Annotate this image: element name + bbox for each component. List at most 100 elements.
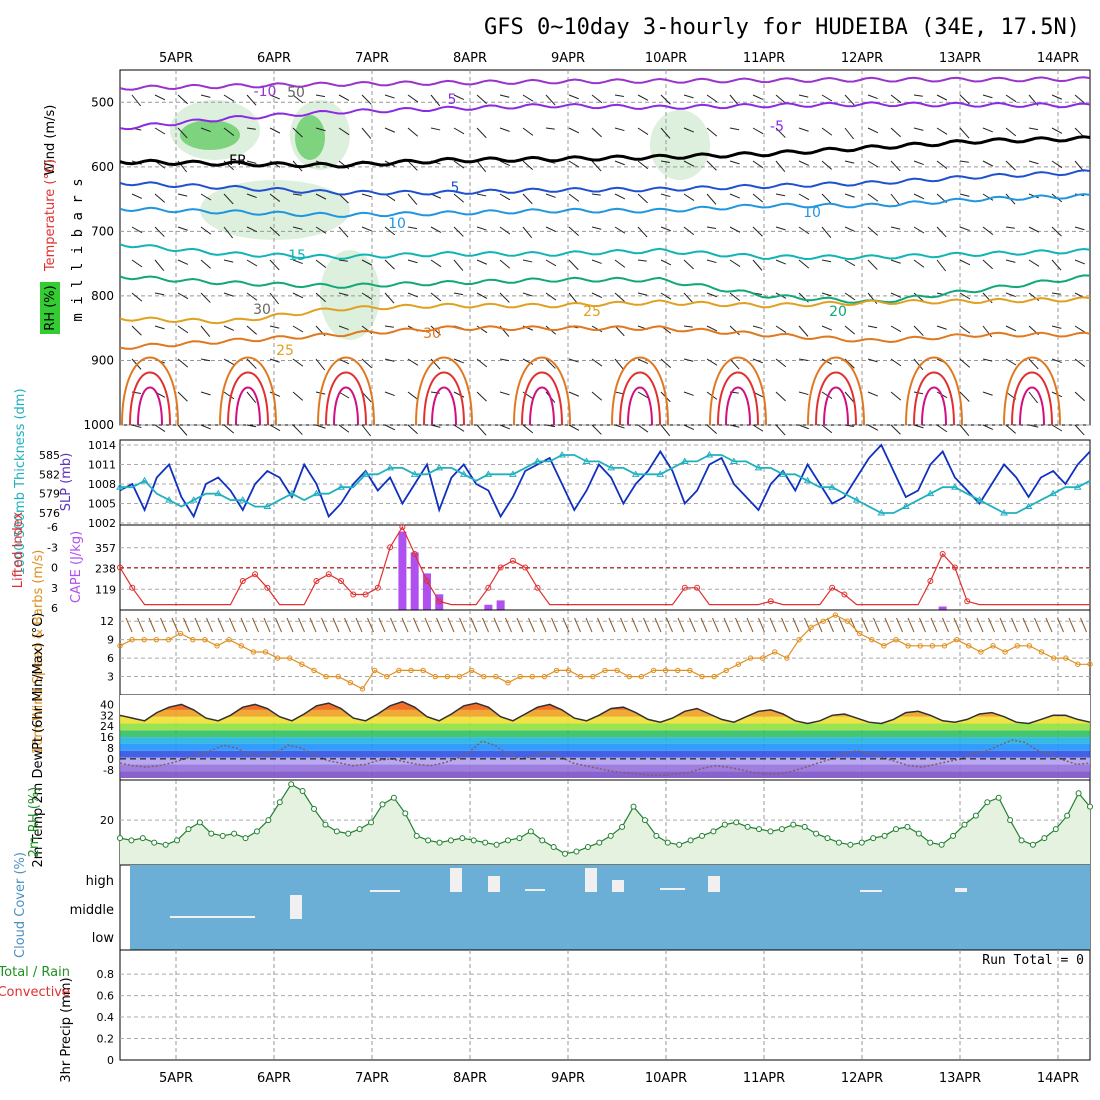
wind-barb [131, 94, 142, 107]
wind-barb [453, 193, 465, 203]
wind-barb [407, 391, 419, 400]
wind-barb [706, 259, 717, 264]
rh-marker [721, 821, 728, 828]
wind-barb [729, 193, 741, 199]
wind-barb [476, 424, 487, 436]
wind-barb [890, 292, 902, 298]
cape-bar [496, 600, 505, 610]
cloud-bar [450, 868, 462, 892]
wind-marker [747, 655, 754, 661]
wind-barb-10m [838, 617, 846, 633]
wind-barb [384, 424, 396, 431]
wind-barb [407, 193, 418, 205]
cloud-bar [525, 889, 545, 891]
wind-barb-10m [493, 617, 501, 633]
wind-barb [936, 127, 948, 135]
wind-barb-10m [781, 617, 788, 633]
wind-barb [476, 358, 488, 368]
wind-barb [637, 259, 647, 262]
contour-label: 50 [287, 85, 305, 101]
wind-barb [660, 193, 671, 198]
wind-barb [936, 94, 948, 101]
thickness-marker [361, 470, 370, 477]
wind-barb [453, 259, 464, 271]
rh-marker [835, 839, 842, 846]
wind-barb-10m [539, 617, 547, 633]
diurnal-contour [529, 386, 555, 426]
wind-barb [683, 193, 695, 201]
wind-barb [959, 358, 971, 368]
wind-marker [796, 636, 802, 643]
wind-barb-10m [700, 617, 708, 633]
temp-band [120, 757, 1090, 765]
rh-marker [493, 841, 500, 848]
wind-marker [966, 643, 972, 649]
contour-label: 25 [276, 343, 294, 359]
wind-barb [821, 391, 833, 399]
wind-10m-panel [119, 609, 1091, 696]
wind-barb [292, 292, 304, 299]
date-label-top: 8APR [453, 51, 487, 66]
wind-marker [844, 618, 851, 624]
wind-barb [637, 127, 649, 135]
wind-marker [699, 673, 705, 680]
wind-barb-10m [735, 617, 742, 633]
wind-marker [1026, 643, 1033, 649]
rh-marker [550, 844, 557, 851]
wind-barb [591, 193, 601, 196]
thickness-marker [263, 502, 272, 510]
wind-marker [650, 667, 657, 674]
thickness-marker [779, 470, 787, 477]
wind-barb [982, 292, 993, 304]
wind-barb [269, 259, 280, 271]
wind-barb [476, 127, 487, 139]
li-marker [767, 598, 774, 605]
wind-barb [798, 325, 809, 337]
wind-barb [1074, 325, 1086, 333]
wind-marker [590, 673, 596, 680]
wind-barb [315, 94, 326, 98]
wind-marker [1014, 643, 1020, 649]
li-marker [325, 571, 332, 578]
wind-marker [978, 649, 984, 655]
wind-barb-10m [643, 617, 650, 633]
wind-barb [706, 94, 718, 103]
rh-marker [641, 817, 648, 824]
wind-barb [752, 424, 764, 432]
wind-barb [568, 292, 579, 305]
wind-barb [223, 127, 235, 136]
temp-band [120, 709, 1090, 717]
isotherm-5 [119, 169, 1091, 196]
thickness-marker [852, 496, 861, 503]
wind-barb-10m [677, 617, 685, 633]
diurnal-contour [823, 386, 849, 426]
contour-label: FR [229, 153, 247, 169]
rh-marker [870, 835, 877, 842]
wind-barb-10m [861, 617, 869, 633]
wind-barb [522, 160, 533, 170]
wind-barb [545, 94, 556, 106]
thickness-marker [803, 476, 812, 484]
date-label-top: 9APR [551, 51, 585, 66]
rh-tick: 20 [100, 814, 114, 827]
diurnal-contour [921, 386, 947, 426]
wind-barb [154, 259, 165, 272]
wind-barb [338, 193, 349, 204]
temp-mask [120, 695, 1090, 724]
wind-barb-10m [252, 617, 259, 633]
wind-barb [315, 127, 326, 132]
rh-marker [425, 837, 432, 844]
wind-barb [1005, 94, 1017, 103]
wind-barb-10m [1045, 617, 1053, 633]
rh-shade [320, 250, 380, 340]
wind-barb [453, 160, 465, 169]
thickness-marker [607, 463, 616, 471]
date-label-top: 5APR [159, 51, 193, 66]
wind-barb [660, 94, 671, 105]
precip-panel [119, 949, 1091, 1061]
li-marker [338, 578, 345, 584]
wind-barb [315, 193, 327, 200]
wind-barb [361, 259, 373, 266]
wind-marker [917, 643, 923, 649]
